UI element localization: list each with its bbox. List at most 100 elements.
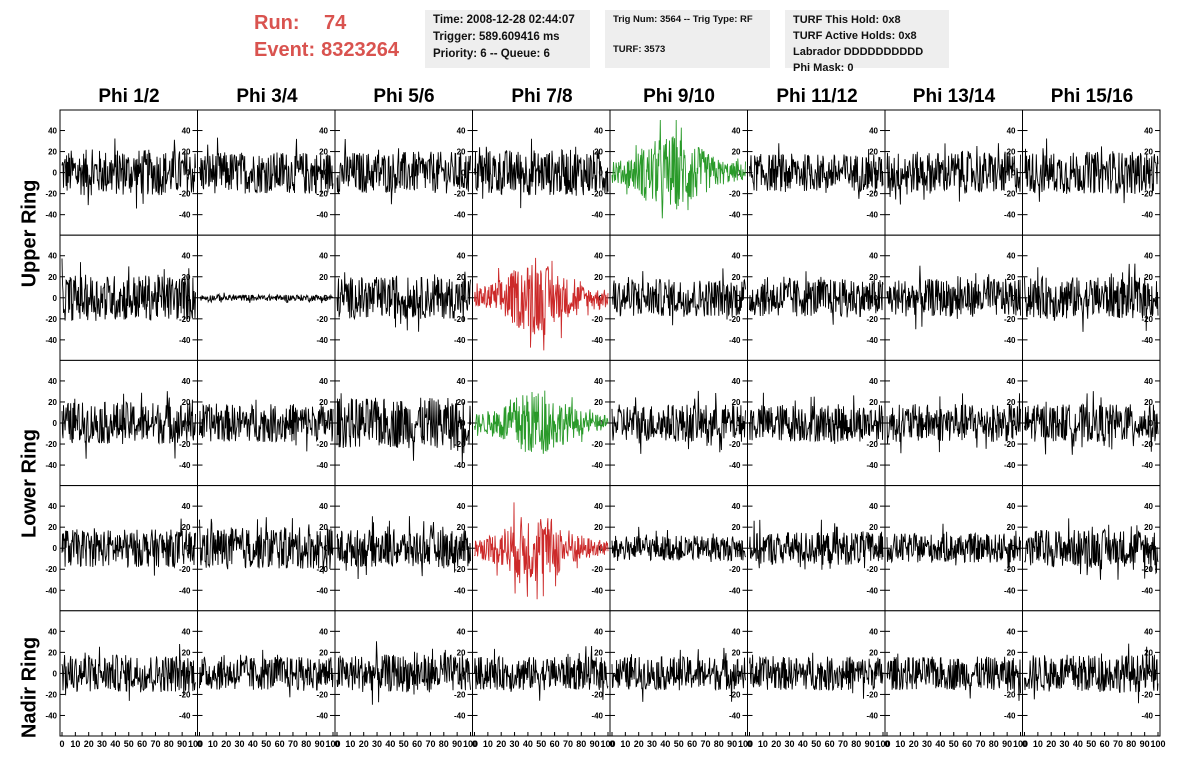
y-tick-label-inner: 20 [869, 398, 878, 407]
y-tick-label-inner: 20 [594, 648, 603, 657]
y-tick-label-inner: 20 [732, 648, 741, 657]
y-tick-label-inner: -40 [179, 336, 191, 345]
waveform-trace [1024, 391, 1159, 455]
waveform-trace [61, 258, 196, 321]
y-tick-label-inner: -20 [729, 565, 741, 574]
priority-queue-line: Priority: 6 -- Queue: 6 [433, 48, 550, 60]
x-tick-label: 100 [600, 739, 615, 749]
y-tick-label-inner: 40 [182, 627, 191, 636]
x-tick-label: 0 [334, 739, 339, 749]
y-tick-label-inner: 0 [874, 294, 879, 303]
waveform-trace [474, 390, 609, 454]
y-tick-label: 0 [53, 544, 58, 553]
x-tick-label: 0 [472, 739, 477, 749]
y-tick-label-inner: 0 [599, 169, 604, 178]
x-tick-label: 20 [771, 739, 781, 749]
y-tick-label-inner: 0 [736, 669, 741, 678]
y-tick-label: -40 [45, 336, 57, 345]
waveform-trace [1024, 138, 1159, 204]
x-tick-label: 40 [1073, 739, 1083, 749]
x-tick-label: 10 [208, 739, 218, 749]
time-info-box: Time: 2008-12-28 02:44:07 Trigger: 589.6… [425, 10, 590, 68]
waveform-trace [199, 137, 334, 195]
y-tick-label-inner: -40 [316, 211, 328, 220]
y-tick-label: -40 [45, 586, 57, 595]
y-tick-label-inner: -20 [866, 565, 878, 574]
y-tick-label-inner: 20 [1144, 648, 1153, 657]
x-tick-label: 60 [275, 739, 285, 749]
y-tick-label-inner: 40 [869, 127, 878, 136]
y-tick-label: 0 [53, 669, 58, 678]
waveform-trace [886, 523, 1021, 571]
y-tick-label-inner: 20 [732, 273, 741, 282]
y-tick-label-inner: 20 [594, 398, 603, 407]
y-tick-label-inner: 40 [594, 127, 603, 136]
y-tick-label: -20 [45, 690, 57, 699]
y-tick-label-inner: 0 [1011, 169, 1016, 178]
y-tick-label-inner: 20 [319, 398, 328, 407]
y-tick-label-inner: -40 [316, 711, 328, 720]
waveform-panel-r1-c8: -40 -20 0 20 40 [1022, 109, 1161, 236]
y-tick-label-inner: 20 [869, 523, 878, 532]
y-tick-label-inner: 0 [461, 169, 466, 178]
waveform-trace [474, 138, 609, 209]
x-tick-label: 90 [1140, 739, 1150, 749]
waveform-trace [199, 292, 334, 304]
x-tick-label: 100 [463, 739, 478, 749]
y-tick-label-inner: 40 [594, 502, 603, 511]
x-tick-label: 10 [483, 739, 493, 749]
x-tick-label: 70 [700, 739, 710, 749]
y-tick-label-inner: -20 [1141, 440, 1153, 449]
y-tick-label-inner: -40 [316, 461, 328, 470]
x-tick-label: 80 [439, 739, 449, 749]
x-tick-label: 90 [865, 739, 875, 749]
waveform-panel-r3-c8: -40 -20 0 20 40 [1022, 359, 1161, 487]
run-label: Run: [254, 12, 300, 34]
waveform-trace [336, 641, 471, 705]
x-tick-label: 60 [1100, 739, 1110, 749]
x-tick-label: 100 [738, 739, 753, 749]
waveform-trace [886, 393, 1021, 454]
y-tick-label: 20 [48, 273, 57, 282]
waveform-panel-r2-c8: -40 -20 0 20 40 [1022, 234, 1161, 361]
x-tick-label: 30 [922, 739, 932, 749]
y-tick-label-inner: 0 [736, 294, 741, 303]
y-tick-label-inner: -40 [1141, 336, 1153, 345]
y-tick-label-inner: 40 [1144, 252, 1153, 261]
waveform-trace [886, 265, 1021, 330]
x-tick-label: 60 [825, 739, 835, 749]
y-tick-label-inner: -20 [179, 565, 191, 574]
y-tick-label-inner: 40 [1007, 502, 1016, 511]
x-tick-label: 10 [758, 739, 768, 749]
y-tick-label-inner: -20 [866, 315, 878, 324]
y-tick-label-inner: 20 [869, 648, 878, 657]
x-tick-label: 100 [875, 739, 890, 749]
x-tick-label: 40 [798, 739, 808, 749]
x-tick-label: 50 [399, 739, 409, 749]
y-tick-label-inner: -40 [866, 586, 878, 595]
x-tick-label: 80 [576, 739, 586, 749]
y-tick-label-inner: -20 [591, 190, 603, 199]
x-tick-label: 70 [975, 739, 985, 749]
x-tick-label: 40 [660, 739, 670, 749]
y-tick-label-inner: -40 [179, 211, 191, 220]
y-tick-label-inner: -40 [316, 336, 328, 345]
y-tick-label-inner: 20 [319, 648, 328, 657]
phi-header-13-14: Phi 13/14 [912, 86, 996, 107]
y-tick-label-inner: -20 [454, 315, 466, 324]
x-tick-label: 70 [150, 739, 160, 749]
y-tick-label-inner: -20 [591, 440, 603, 449]
y-tick-label-inner: -20 [591, 315, 603, 324]
y-tick-label: 20 [48, 398, 57, 407]
y-tick-label-inner: 40 [182, 502, 191, 511]
y-tick-label-inner: -40 [1004, 211, 1016, 220]
x-tick-label: 20 [359, 739, 369, 749]
y-tick-label-inner: -40 [1004, 461, 1016, 470]
y-tick-label-inner: 0 [1149, 169, 1154, 178]
